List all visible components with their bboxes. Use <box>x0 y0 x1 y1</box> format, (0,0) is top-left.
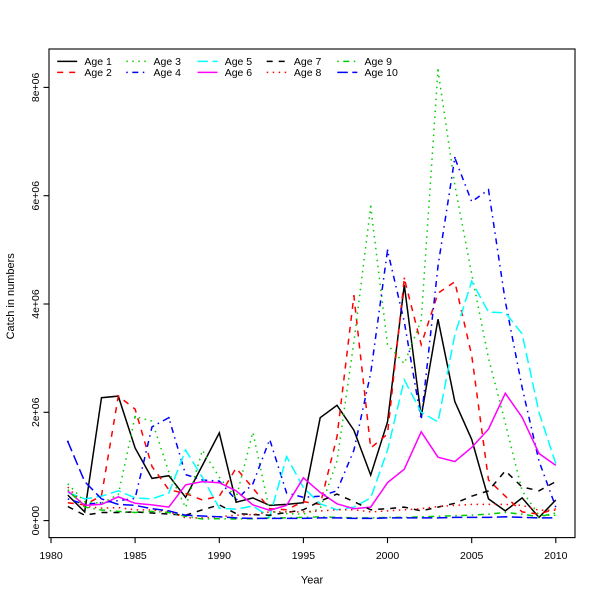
svg-text:Age 1: Age 1 <box>84 56 112 68</box>
svg-text:2010: 2010 <box>544 550 568 562</box>
svg-text:Age 9: Age 9 <box>365 56 393 68</box>
svg-text:Age 8: Age 8 <box>294 67 322 79</box>
svg-text:2005: 2005 <box>460 550 484 562</box>
svg-text:Age 4: Age 4 <box>154 67 182 79</box>
svg-text:1995: 1995 <box>292 550 316 562</box>
svg-text:0e+00: 0e+00 <box>30 506 42 536</box>
svg-text:2e+06: 2e+06 <box>30 397 42 427</box>
svg-text:Age 7: Age 7 <box>294 56 322 68</box>
svg-text:4e+06: 4e+06 <box>30 289 42 319</box>
svg-text:1985: 1985 <box>123 550 147 562</box>
svg-text:Age 2: Age 2 <box>84 67 112 79</box>
svg-text:2000: 2000 <box>376 550 400 562</box>
svg-text:1990: 1990 <box>208 550 232 562</box>
svg-text:Age 6: Age 6 <box>225 67 253 79</box>
svg-text:Catch in numbers: Catch in numbers <box>5 253 17 340</box>
svg-text:8e+06: 8e+06 <box>30 72 42 102</box>
svg-text:6e+06: 6e+06 <box>30 181 42 211</box>
svg-text:Age 5: Age 5 <box>225 56 253 68</box>
svg-text:Year: Year <box>301 575 324 587</box>
svg-text:Age 10: Age 10 <box>365 67 398 79</box>
svg-text:1980: 1980 <box>39 550 63 562</box>
svg-text:Age 3: Age 3 <box>154 56 182 68</box>
